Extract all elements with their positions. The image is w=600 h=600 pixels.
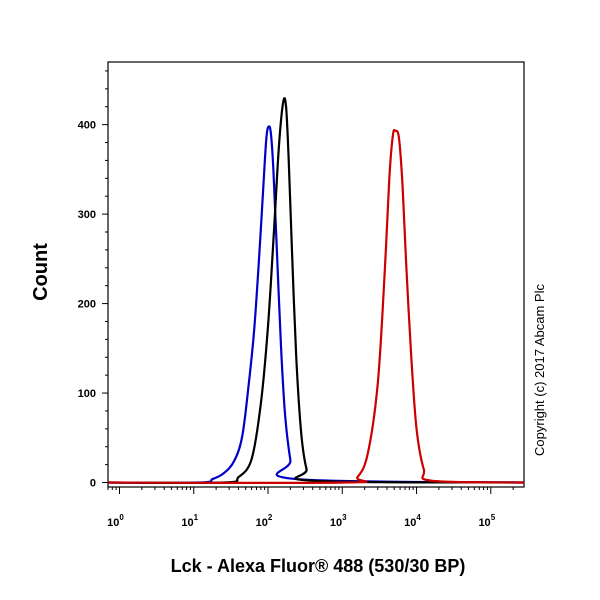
y-tick-label: 400 <box>78 120 96 132</box>
x-tick-label: 100 <box>107 513 124 529</box>
y-tick-label: 300 <box>78 209 96 221</box>
y-tick-label: 100 <box>78 388 96 400</box>
series-lines <box>107 97 525 485</box>
x-axis: 100 101 102 103 104 105 <box>107 487 514 529</box>
x-tick-label: 105 <box>478 513 495 529</box>
copyright-text: Copyright (c) 2017 Abcam Plc <box>532 284 547 456</box>
x-tick-label: 102 <box>256 513 273 529</box>
series-line-1 <box>107 125 525 484</box>
y-tick-label: 0 <box>90 478 96 490</box>
x-tick-label: 101 <box>181 513 198 529</box>
y-axis-title: Count <box>30 243 52 301</box>
y-axis: 0 100 200 300 400 <box>78 70 108 490</box>
x-tick-label: 103 <box>330 513 347 529</box>
series-line-3 <box>107 128 525 485</box>
x-axis-title: Lck - Alexa Fluor® 488 (530/30 BP) <box>171 556 466 576</box>
y-tick-label: 200 <box>78 299 96 311</box>
x-tick-label: 104 <box>404 513 421 529</box>
plot-frame <box>107 61 525 488</box>
series-line-2 <box>107 97 525 485</box>
